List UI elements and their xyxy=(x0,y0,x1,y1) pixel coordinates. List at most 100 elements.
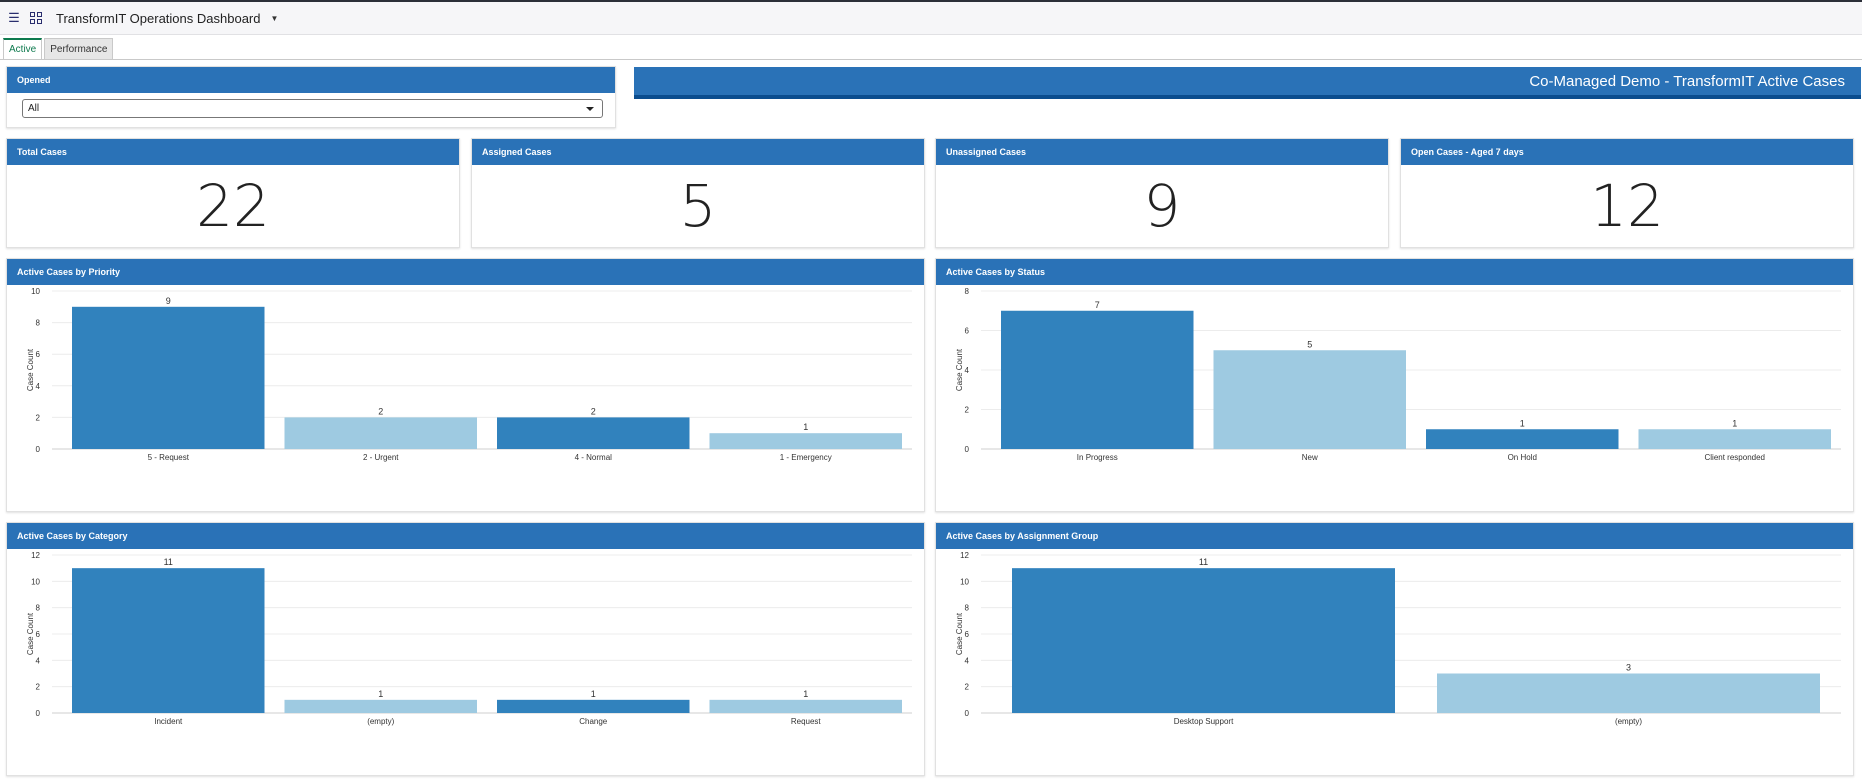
banner-text: Co-Managed Demo - TransformIT Active Cas… xyxy=(1529,73,1845,90)
data-label: 1 xyxy=(1520,418,1525,428)
kpi-aged-cases[interactable]: Open Cases - Aged 7 days 12 xyxy=(1400,138,1854,248)
data-label: 11 xyxy=(164,557,173,567)
bar xyxy=(284,417,477,449)
category-label: 5 - Request xyxy=(148,453,190,462)
y-tick-label: 10 xyxy=(31,287,40,296)
kpi-title: Open Cases - Aged 7 days xyxy=(1401,139,1853,165)
data-label: 3 xyxy=(1626,663,1631,673)
kpi-assigned-cases[interactable]: Assigned Cases 5 xyxy=(471,138,925,248)
category-label: (empty) xyxy=(367,717,394,726)
y-tick-label: 0 xyxy=(36,445,41,454)
category-label: In Progress xyxy=(1077,453,1118,462)
hamburger-icon[interactable]: ☰ xyxy=(8,10,20,25)
y-tick-label: 0 xyxy=(36,709,41,718)
chart-category: 0 2 4 6 8 10 12 Case Count 11 Incident 1 (empty) 1 Ch… xyxy=(26,551,912,726)
y-tick-label: 4 xyxy=(36,382,41,391)
bar xyxy=(1001,310,1194,449)
y-tick-label: 8 xyxy=(965,604,970,613)
bar xyxy=(709,433,902,449)
category-label: 2 - Urgent xyxy=(363,453,399,462)
category-label: New xyxy=(1302,453,1318,462)
y-tick-label: 12 xyxy=(31,551,40,560)
data-label: 1 xyxy=(378,689,383,699)
data-label: 11 xyxy=(1199,557,1208,567)
chevron-down-icon[interactable]: ▼ xyxy=(270,13,279,23)
y-tick-label: 8 xyxy=(36,319,41,328)
filter-value: All xyxy=(28,103,40,114)
dashboard-title[interactable]: TransformIT Operations Dashboard xyxy=(56,10,261,26)
filter-panel: Opened All xyxy=(6,66,616,128)
chart-assignment-group: 0 2 4 6 8 10 12 Case Count 11 Desktop Support 3 (em… xyxy=(955,551,1841,726)
bar xyxy=(1213,350,1406,449)
dashboard-tabs: Active Performance xyxy=(3,38,114,59)
kpi-title: Unassigned Cases xyxy=(936,139,1388,165)
chart-title: Active Cases by Status xyxy=(936,259,1853,285)
data-label: 7 xyxy=(1095,300,1100,310)
bar xyxy=(1426,429,1619,449)
y-tick-label: 2 xyxy=(965,683,970,692)
tab-divider xyxy=(0,59,1862,60)
y-axis-label: Case Count xyxy=(26,612,35,655)
data-label: 5 xyxy=(1307,339,1312,349)
y-tick-label: 8 xyxy=(965,287,970,296)
category-label: Request xyxy=(791,717,822,726)
app-header: ☰ TransformIT Operations Dashboard ▼ xyxy=(0,2,1862,35)
bar xyxy=(709,699,902,713)
chevron-down-icon xyxy=(586,107,594,111)
bar xyxy=(72,306,265,449)
y-tick-label: 4 xyxy=(36,656,41,665)
chart-panel-assignment-group: Active Cases by Assignment Group 0 2 4 6 8 10… xyxy=(935,522,1854,776)
bar xyxy=(1012,568,1395,713)
category-label: 1 - Emergency xyxy=(780,453,832,462)
kpi-title: Total Cases xyxy=(7,139,459,165)
kpi-unassigned-cases[interactable]: Unassigned Cases 9 xyxy=(935,138,1389,248)
category-label: Incident xyxy=(154,717,183,726)
data-label: 1 xyxy=(803,689,808,699)
y-tick-label: 12 xyxy=(960,551,969,560)
y-tick-label: 6 xyxy=(965,630,970,639)
grid-icon[interactable] xyxy=(30,12,42,24)
data-label: 2 xyxy=(591,406,596,416)
y-tick-label: 6 xyxy=(36,350,41,359)
filter-title: Opened xyxy=(7,67,615,93)
category-label: Client responded xyxy=(1705,453,1765,462)
kpi-total-cases[interactable]: Total Cases 22 xyxy=(6,138,460,248)
category-label: 4 - Normal xyxy=(575,453,613,462)
y-axis-label: Case Count xyxy=(955,348,964,391)
y-tick-label: 0 xyxy=(965,445,970,454)
data-label: 1 xyxy=(803,422,808,432)
y-tick-label: 4 xyxy=(965,656,970,665)
chart-priority: 0 2 4 6 8 10 Case Count 9 5 - Request 2 2 - Urgent… xyxy=(26,287,912,462)
y-axis-label: Case Count xyxy=(26,348,35,391)
kpi-value: 22 xyxy=(196,172,270,240)
kpi-value: 9 xyxy=(1143,172,1181,240)
y-tick-label: 2 xyxy=(965,406,970,415)
data-label: 1 xyxy=(1732,418,1737,428)
chart-title: Active Cases by Priority xyxy=(7,259,924,285)
y-tick-label: 4 xyxy=(965,366,970,375)
y-tick-label: 6 xyxy=(36,630,41,639)
dashboard-banner: Co-Managed Demo - TransformIT Active Cas… xyxy=(634,67,1861,99)
y-tick-label: 0 xyxy=(965,709,970,718)
category-label: Desktop Support xyxy=(1174,717,1234,726)
window-top-border xyxy=(0,0,1862,2)
chart-title: Active Cases by Category xyxy=(7,523,924,549)
opened-filter-select[interactable]: All xyxy=(22,99,603,118)
kpi-title: Assigned Cases xyxy=(472,139,924,165)
tab-performance[interactable]: Performance xyxy=(44,38,114,59)
data-label: 9 xyxy=(166,296,171,306)
chart-title: Active Cases by Assignment Group xyxy=(936,523,1853,549)
bar xyxy=(497,699,690,713)
y-tick-label: 6 xyxy=(965,327,970,336)
data-label: 1 xyxy=(591,689,596,699)
data-label: 2 xyxy=(378,406,383,416)
y-tick-label: 2 xyxy=(36,683,41,692)
bar xyxy=(497,417,690,449)
category-label: Change xyxy=(579,717,608,726)
tab-active[interactable]: Active xyxy=(3,38,43,59)
chart-status: 0 2 4 6 8 Case Count 7 In Progress 5 New 1 On Hold 1… xyxy=(955,287,1841,462)
kpi-value: 12 xyxy=(1590,172,1664,240)
kpi-value: 5 xyxy=(679,172,717,240)
y-tick-label: 8 xyxy=(36,604,41,613)
y-axis-label: Case Count xyxy=(955,612,964,655)
